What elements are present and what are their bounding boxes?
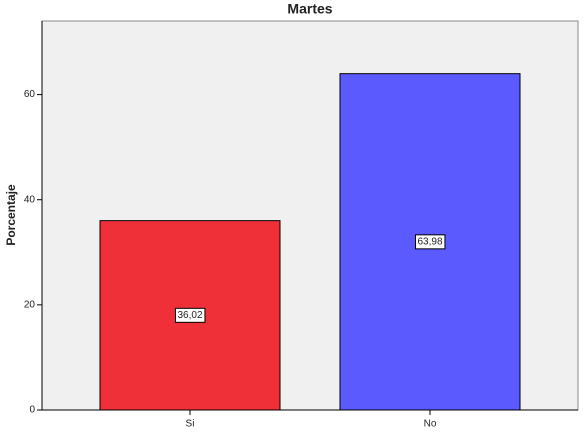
y-tick-label: 20: [24, 300, 36, 311]
chart-title: Martes: [287, 1, 332, 17]
y-axis-label: Porcentaje: [4, 184, 18, 246]
data-label-box: [414, 234, 446, 250]
x-tick-label: No: [424, 419, 437, 430]
y-tick-label: 40: [24, 194, 36, 205]
y-tick-label: 0: [29, 405, 35, 416]
data-label: 36,02: [177, 310, 202, 321]
x-tick-label: Si: [186, 419, 195, 430]
data-label-box: [174, 307, 206, 323]
y-tick-label: 60: [24, 89, 36, 100]
data-label: 63,98: [417, 236, 442, 247]
